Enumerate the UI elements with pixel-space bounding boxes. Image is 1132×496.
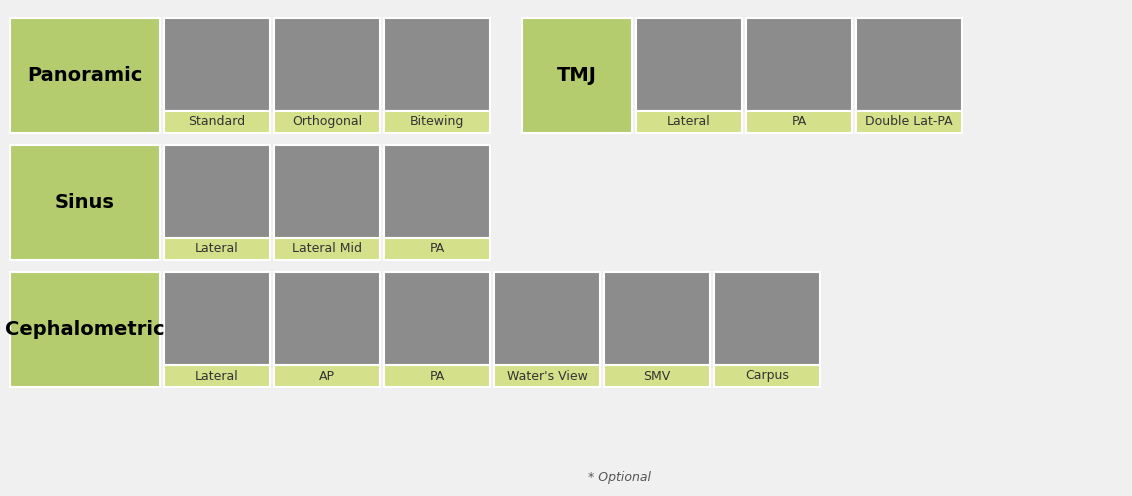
Text: Carpus: Carpus xyxy=(745,370,789,382)
FancyBboxPatch shape xyxy=(164,111,271,133)
Text: Orthogonal: Orthogonal xyxy=(292,116,362,128)
FancyBboxPatch shape xyxy=(856,111,962,133)
Text: AP: AP xyxy=(319,370,335,382)
FancyBboxPatch shape xyxy=(636,18,741,111)
FancyBboxPatch shape xyxy=(384,145,490,238)
FancyBboxPatch shape xyxy=(10,18,160,133)
Text: Standard: Standard xyxy=(188,116,246,128)
Text: * Optional: * Optional xyxy=(589,472,652,485)
Text: PA: PA xyxy=(791,116,807,128)
FancyBboxPatch shape xyxy=(714,365,820,387)
FancyBboxPatch shape xyxy=(274,18,380,111)
FancyBboxPatch shape xyxy=(856,18,962,111)
FancyBboxPatch shape xyxy=(494,272,600,365)
Text: Water's View: Water's View xyxy=(506,370,588,382)
FancyBboxPatch shape xyxy=(604,365,710,387)
FancyBboxPatch shape xyxy=(10,272,160,387)
FancyBboxPatch shape xyxy=(494,365,600,387)
Text: Sinus: Sinus xyxy=(55,193,115,212)
FancyBboxPatch shape xyxy=(274,272,380,365)
Text: Lateral: Lateral xyxy=(195,243,239,255)
FancyBboxPatch shape xyxy=(274,365,380,387)
FancyBboxPatch shape xyxy=(746,111,852,133)
FancyBboxPatch shape xyxy=(384,365,490,387)
FancyBboxPatch shape xyxy=(274,111,380,133)
Text: Double Lat-PA: Double Lat-PA xyxy=(865,116,953,128)
FancyBboxPatch shape xyxy=(164,365,271,387)
FancyBboxPatch shape xyxy=(714,272,820,365)
Text: TMJ: TMJ xyxy=(557,66,597,85)
FancyBboxPatch shape xyxy=(384,272,490,365)
FancyBboxPatch shape xyxy=(164,238,271,260)
Text: Panoramic: Panoramic xyxy=(27,66,143,85)
Text: Bitewing: Bitewing xyxy=(410,116,464,128)
FancyBboxPatch shape xyxy=(636,111,741,133)
Text: Cephalometric: Cephalometric xyxy=(6,320,165,339)
FancyBboxPatch shape xyxy=(746,18,852,111)
FancyBboxPatch shape xyxy=(384,111,490,133)
FancyBboxPatch shape xyxy=(274,238,380,260)
Text: SMV: SMV xyxy=(643,370,670,382)
FancyBboxPatch shape xyxy=(164,145,271,238)
FancyBboxPatch shape xyxy=(164,18,271,111)
FancyBboxPatch shape xyxy=(384,18,490,111)
Text: Lateral: Lateral xyxy=(667,116,711,128)
FancyBboxPatch shape xyxy=(604,272,710,365)
FancyBboxPatch shape xyxy=(10,145,160,260)
FancyBboxPatch shape xyxy=(384,238,490,260)
Text: PA: PA xyxy=(429,243,445,255)
FancyBboxPatch shape xyxy=(274,145,380,238)
FancyBboxPatch shape xyxy=(164,272,271,365)
Text: Lateral: Lateral xyxy=(195,370,239,382)
Text: PA: PA xyxy=(429,370,445,382)
FancyBboxPatch shape xyxy=(522,18,632,133)
Text: Lateral Mid: Lateral Mid xyxy=(292,243,362,255)
